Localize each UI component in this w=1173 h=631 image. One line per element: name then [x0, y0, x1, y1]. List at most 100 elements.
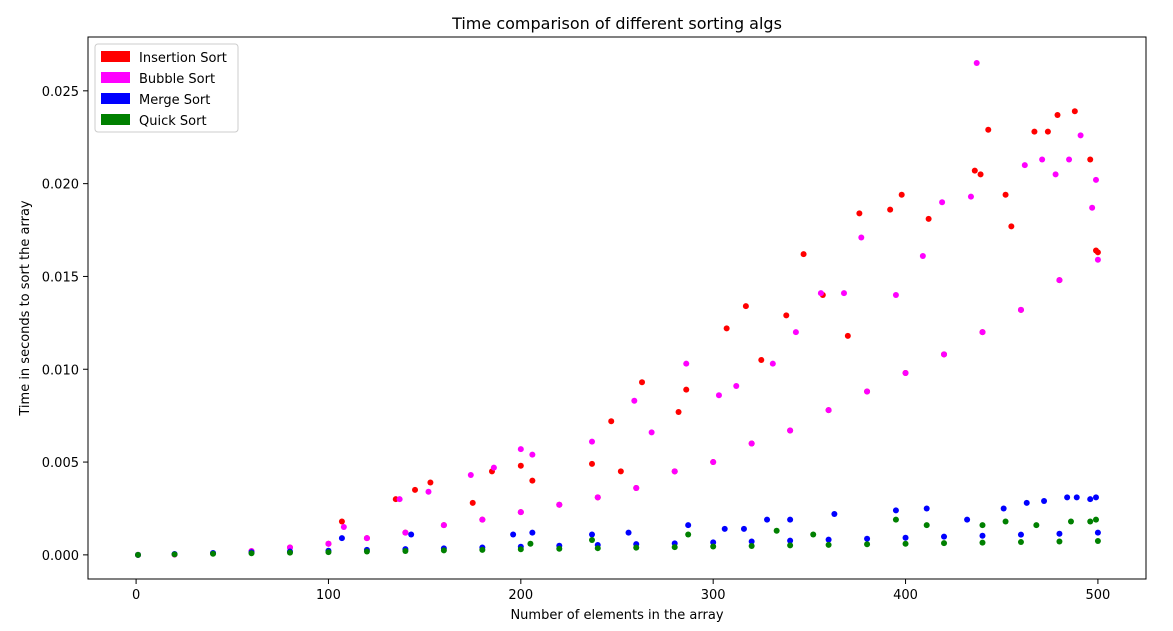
x-tick-label: 300	[701, 588, 726, 603]
data-point	[892, 292, 899, 299]
data-point	[248, 550, 255, 557]
data-point	[1056, 530, 1063, 537]
data-point	[556, 545, 563, 552]
data-point	[864, 535, 871, 542]
x-tick-label: 200	[508, 588, 533, 603]
data-point	[1089, 204, 1096, 211]
data-point	[964, 516, 971, 523]
data-point	[840, 290, 847, 297]
series-quick-sort	[135, 516, 1101, 558]
data-point	[683, 386, 690, 393]
data-point	[1021, 162, 1028, 169]
data-point	[1094, 537, 1101, 544]
data-point	[939, 199, 946, 206]
data-point	[864, 388, 871, 395]
data-point	[1064, 494, 1071, 501]
data-point	[892, 516, 899, 523]
y-tick-label: 0.015	[42, 270, 79, 285]
data-point	[671, 544, 678, 551]
y-axis: 0.000 0.005 0.010 0.015 0.020 0.025	[42, 85, 88, 564]
data-point	[733, 382, 740, 389]
data-point	[1092, 516, 1099, 523]
data-point	[941, 351, 948, 358]
data-point	[617, 468, 624, 475]
data-point	[742, 303, 749, 310]
data-point	[683, 360, 690, 367]
data-point	[923, 522, 930, 529]
data-point	[529, 529, 536, 536]
data-point	[363, 535, 370, 542]
data-point	[979, 329, 986, 336]
data-point	[1066, 156, 1073, 163]
data-point	[740, 525, 747, 532]
data-point	[529, 477, 536, 484]
legend-swatch	[101, 72, 130, 83]
data-point	[858, 234, 865, 241]
data-point	[467, 472, 474, 479]
data-point	[1023, 499, 1030, 506]
series-bubble-sort	[135, 59, 1101, 558]
data-point	[1017, 531, 1024, 538]
data-point	[844, 332, 851, 339]
data-point	[517, 546, 524, 553]
data-point	[588, 537, 595, 544]
data-point	[1054, 111, 1061, 118]
data-point	[800, 251, 807, 258]
data-point	[402, 529, 409, 536]
data-point	[1071, 108, 1078, 115]
y-tick-label: 0.005	[42, 456, 79, 471]
data-point	[1002, 191, 1009, 198]
data-point	[469, 499, 476, 506]
data-point	[408, 531, 415, 538]
x-axis: 0 100 200 300 400 500	[132, 579, 1110, 603]
data-point	[923, 505, 930, 512]
data-point	[1039, 156, 1046, 163]
data-point	[625, 529, 632, 536]
data-point	[363, 548, 370, 555]
data-point	[748, 542, 755, 549]
data-point	[902, 540, 909, 547]
data-point	[979, 539, 986, 546]
data-point	[898, 191, 905, 198]
data-point	[490, 464, 497, 471]
data-point	[967, 193, 974, 200]
points-layer	[135, 59, 1101, 558]
data-point	[748, 440, 755, 447]
data-point	[479, 516, 486, 523]
data-point	[340, 524, 347, 531]
data-point	[675, 408, 682, 415]
data-point	[887, 206, 894, 213]
data-point	[510, 531, 517, 538]
data-point	[210, 550, 217, 557]
data-point	[1094, 256, 1101, 263]
data-point	[710, 543, 717, 550]
data-point	[773, 527, 780, 534]
legend-label: Bubble Sort	[139, 72, 215, 87]
data-point	[902, 369, 909, 376]
legend-label: Insertion Sort	[139, 51, 227, 66]
data-point	[787, 516, 794, 523]
data-point	[427, 479, 434, 486]
x-tick-label: 100	[316, 588, 341, 603]
data-point	[517, 509, 524, 516]
y-tick-label: 0.000	[42, 549, 79, 564]
data-point	[977, 171, 984, 178]
data-point	[856, 210, 863, 217]
legend-label: Quick Sort	[139, 114, 207, 129]
data-point	[1008, 223, 1015, 230]
data-point	[529, 451, 536, 458]
data-point	[440, 547, 447, 554]
data-point	[633, 544, 640, 551]
data-point	[633, 485, 640, 492]
data-point	[1067, 518, 1074, 525]
legend-box	[94, 43, 239, 133]
data-point	[825, 541, 832, 548]
data-point	[1092, 494, 1099, 501]
data-point	[758, 356, 765, 363]
data-point	[1041, 498, 1048, 505]
data-point	[171, 551, 178, 558]
data-point	[710, 459, 717, 466]
data-point	[1056, 538, 1063, 545]
y-tick-label: 0.020	[42, 178, 79, 193]
